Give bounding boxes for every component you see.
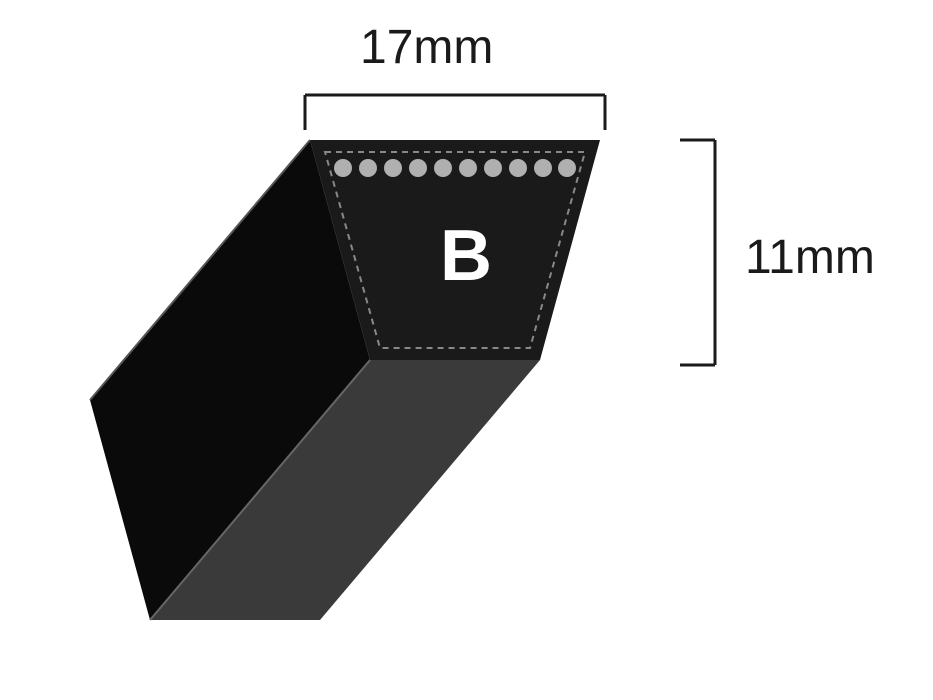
right-dimension-bracket: [680, 140, 715, 365]
width-dimension-label: 17mm: [360, 20, 493, 75]
belt-diagram-svg: [0, 0, 933, 700]
diagram-container: 17mm 11mm B: [0, 0, 933, 700]
belt-type-letter: B: [440, 215, 492, 297]
top-dimension-bracket: [305, 95, 605, 130]
height-dimension-label: 11mm: [745, 230, 875, 285]
